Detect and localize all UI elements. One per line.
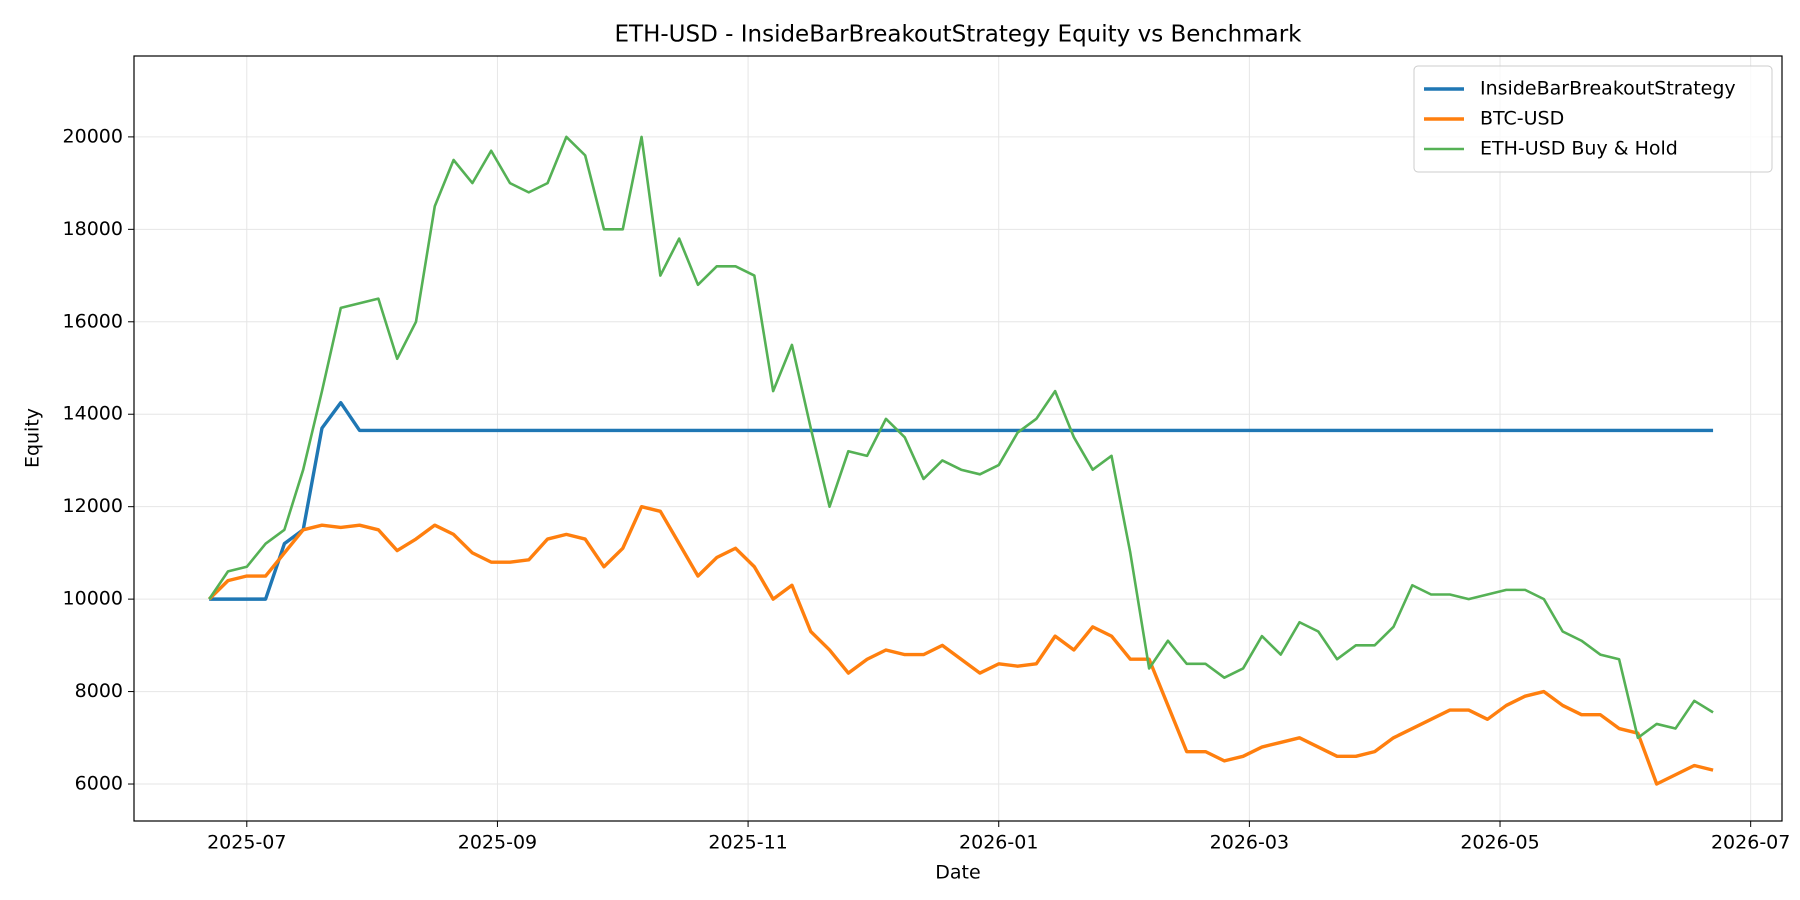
legend-label: InsideBarBreakoutStrategy — [1480, 78, 1736, 100]
x-tick-label: 2026-03 — [1210, 832, 1289, 854]
series-line — [209, 400, 1714, 601]
y-axis-label: Equity — [22, 408, 44, 468]
y-tick-label: 16000 — [63, 310, 123, 332]
y-tick-label: 6000 — [75, 773, 123, 795]
chart-title: ETH-USD - InsideBarBreakoutStrategy Equi… — [614, 22, 1302, 48]
x-axis-label: Date — [935, 862, 980, 884]
legend-box — [1413, 65, 1773, 173]
y-tick-label: 10000 — [63, 588, 123, 610]
y-tick-label: 12000 — [63, 495, 123, 517]
legend: InsideBarBreakoutStrategy BTC-USD ETH-USD … — [1413, 65, 1773, 173]
legend-label: BTC-USD — [1480, 108, 1564, 130]
x-tick-label: 2026-07 — [1711, 832, 1790, 854]
x-tick-label: 2025-09 — [458, 832, 537, 854]
y-tick-label: 20000 — [63, 125, 123, 147]
x-tick-label: 2026-01 — [959, 832, 1038, 854]
y-tick-label: 14000 — [63, 403, 123, 425]
series-line — [208, 135, 1714, 740]
legend-label: ETH-USD Buy & Hold — [1480, 138, 1678, 160]
plot-frame — [133, 55, 1783, 822]
series-line — [207, 504, 1714, 786]
x-tick-label: 2025-07 — [207, 832, 286, 854]
x-tick-label: 2026-05 — [1460, 832, 1539, 854]
y-tick-label: 8000 — [75, 680, 123, 702]
x-tick-label: 2025-11 — [708, 832, 787, 854]
y-tick-label: 18000 — [63, 218, 123, 240]
